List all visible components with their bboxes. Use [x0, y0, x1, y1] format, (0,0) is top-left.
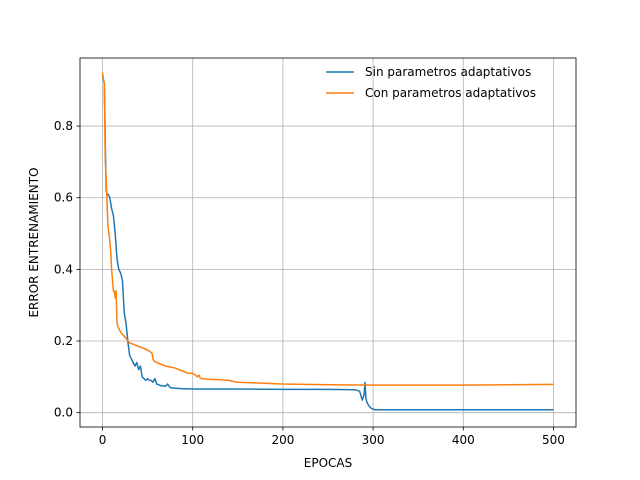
x-tick-label: 100 [181, 433, 204, 447]
x-tick-label: 500 [542, 433, 565, 447]
series-line-2 [101, 72, 554, 386]
y-tick-label: 0.2 [54, 334, 73, 348]
y-tick-label: 0.6 [54, 191, 73, 205]
x-axis-label: EPOCAS [304, 456, 352, 470]
grid [80, 58, 576, 427]
y-tick-label: 0.4 [54, 262, 73, 276]
legend: Sin parametros adaptativos Con parametros… [326, 65, 536, 100]
y-tick-label: 0.8 [54, 119, 73, 133]
x-tick-label: 0 [99, 433, 107, 447]
plot-frame [79, 57, 577, 428]
legend-label-2: Con parametros adaptativos [365, 86, 536, 100]
x-tick-label: 300 [362, 433, 385, 447]
y-tick-label: 0.0 [54, 406, 73, 420]
x-tick-label: 200 [271, 433, 294, 447]
y-axis-label: ERROR ENTRENAMIENTO [27, 167, 41, 317]
series-line-1 [101, 75, 554, 411]
legend-label-1: Sin parametros adaptativos [365, 65, 531, 79]
ticks: 0 100 200 300 400 500 0.0 0.2 0.4 0.6 0.8 [54, 119, 565, 447]
series-layer [101, 72, 554, 411]
x-tick-label: 400 [452, 433, 475, 447]
